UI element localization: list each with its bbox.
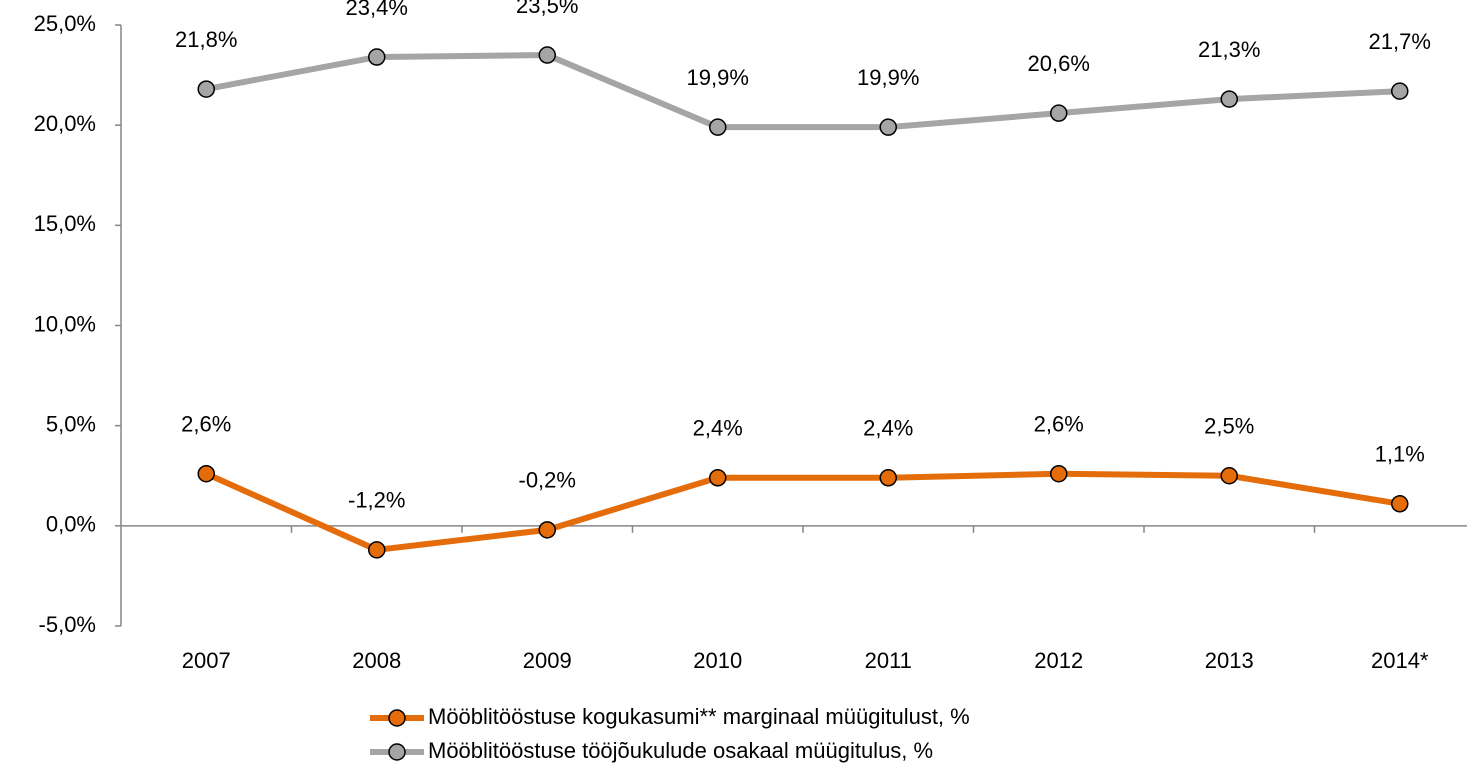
- x-tick-label: 2008: [352, 648, 401, 673]
- point: [1220, 90, 1238, 108]
- data-label: 19,9%: [857, 65, 919, 90]
- x-tick-label: 2011: [865, 648, 912, 673]
- point: [368, 541, 386, 559]
- legend-marker: [388, 709, 406, 727]
- legend-label: Mööblitööstuse tööjõukulude osakaal müüg…: [428, 738, 933, 763]
- point: [538, 521, 556, 539]
- data-label: 2,6%: [1034, 412, 1084, 437]
- data-label: 1,1%: [1375, 442, 1425, 467]
- data-label: 21,3%: [1198, 37, 1260, 62]
- x-tick-label: 2010: [693, 648, 742, 673]
- point: [197, 464, 215, 483]
- data-label: -0,2%: [519, 468, 576, 493]
- y-tick-label: 0,0%: [46, 512, 96, 537]
- point: [1050, 464, 1068, 483]
- y-tick-label: 15,0%: [34, 211, 96, 236]
- point: [368, 48, 386, 66]
- data-label: 23,5%: [516, 0, 578, 18]
- data-label: 2,4%: [693, 416, 743, 441]
- data-label: -1,2%: [348, 488, 405, 513]
- data-label: 20,6%: [1028, 51, 1090, 76]
- series-line: [205, 52, 1400, 131]
- y-tick-label: 25,0%: [34, 11, 96, 36]
- x-tick-label: 2013: [1205, 648, 1254, 673]
- x-tick-label: 2009: [523, 648, 572, 673]
- data-label: 19,9%: [687, 65, 749, 90]
- data-label: 2,6%: [181, 412, 231, 437]
- data-label: 21,7%: [1369, 29, 1431, 54]
- x-tick-label: 2012: [1034, 648, 1083, 673]
- y-tick-label: 20,0%: [34, 111, 96, 136]
- point: [1391, 82, 1409, 100]
- data-label: 2,4%: [863, 416, 913, 441]
- data-label: 23,4%: [346, 0, 408, 20]
- legend-label: Mööblitööstuse kogukasumi** marginaal mü…: [428, 704, 970, 729]
- data-label: 2,5%: [1204, 414, 1254, 439]
- point: [197, 80, 215, 98]
- point: [879, 118, 897, 136]
- x-tick-label: 2014*: [1371, 648, 1429, 673]
- legend-marker: [388, 743, 406, 761]
- y-tick-label: 10,0%: [34, 311, 96, 336]
- point: [1050, 104, 1068, 122]
- point: [879, 469, 897, 487]
- point: [1391, 495, 1409, 513]
- x-tick-label: 2007: [182, 648, 231, 673]
- series-line: [205, 470, 1401, 553]
- y-tick-label: -5,0%: [39, 612, 96, 637]
- point: [709, 118, 727, 136]
- point: [1220, 467, 1238, 485]
- point: [709, 469, 727, 487]
- point: [538, 46, 556, 64]
- y-tick-label: 5,0%: [46, 411, 96, 436]
- data-label: 21,8%: [175, 27, 237, 52]
